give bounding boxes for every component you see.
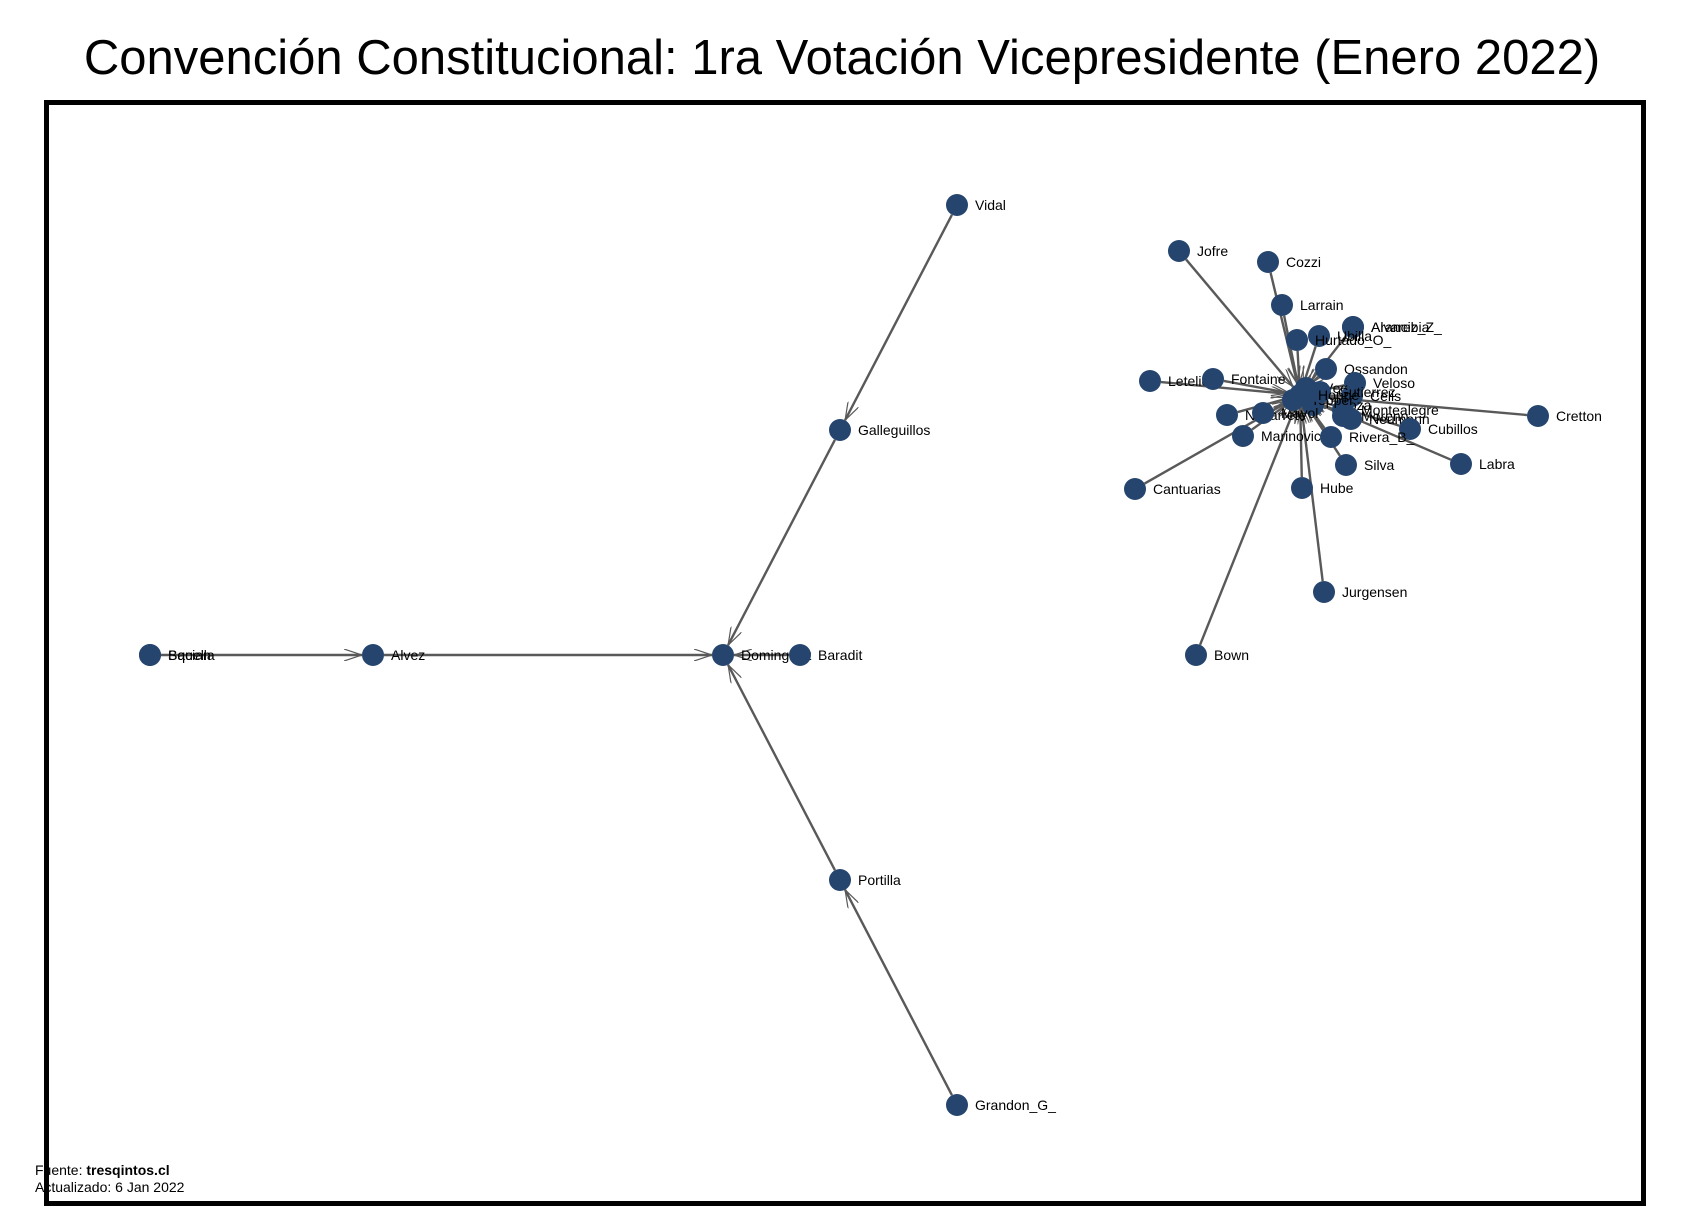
node-label-Hube: Hube <box>1320 480 1354 496</box>
node-Cozzi[interactable] <box>1257 251 1279 273</box>
node-label-Portilla: Portilla <box>858 872 901 888</box>
node-label-Cozzi: Cozzi <box>1286 254 1321 270</box>
node-Alvez[interactable] <box>362 644 384 666</box>
node-Labra[interactable] <box>1450 453 1472 475</box>
node-label-Gutierrez: Gutierrez <box>1338 384 1396 400</box>
node-label-Grandon_G_: Grandon_G_ <box>975 1097 1056 1113</box>
plot-frame <box>44 100 1646 1206</box>
footer-source: Fuente: tresqintos.cl <box>35 1162 184 1179</box>
node-Bown[interactable] <box>1185 644 1207 666</box>
node-label-Ubilla: Ubilla <box>1337 328 1372 344</box>
node-label-Cubillos: Cubillos <box>1428 421 1478 437</box>
node-Navarrete[interactable] <box>1216 404 1238 426</box>
node-label-Silva: Silva <box>1364 457 1395 473</box>
node-Bacian[interactable] <box>139 644 161 666</box>
node-label-Squella: Squella <box>168 647 215 663</box>
node-Letelier[interactable] <box>1139 370 1161 392</box>
node-Cretton[interactable] <box>1527 405 1549 427</box>
node-Hoppe[interactable] <box>1289 384 1311 406</box>
node-label-Celis: Celis <box>1370 388 1401 404</box>
node-Portilla[interactable] <box>829 869 851 891</box>
node-label-Cluster_D: Baradit <box>818 647 862 663</box>
edge-Bown-to-Hoppe <box>1198 405 1298 646</box>
node-Rivera_B_[interactable] <box>1320 426 1342 448</box>
node-label-Jurgensen: Jurgensen <box>1342 584 1407 600</box>
node-label-Rivera_B_: Rivera_B_ <box>1349 429 1415 445</box>
footer: Fuente: tresqintos.cl Actualizado: 6 Jan… <box>35 1162 184 1196</box>
node-Ubilla[interactable] <box>1308 325 1330 347</box>
node-label-Ossandon: Ossandon <box>1344 361 1408 377</box>
node-label-Cretton: Cretton <box>1556 408 1602 424</box>
node-label-Marinovic: Marinovic <box>1261 428 1321 444</box>
node-label-Bacian: Bacian <box>168 647 211 663</box>
edge-Portilla-to-Dominguez <box>727 665 836 871</box>
node-label-Fontaine: Fontaine <box>1231 371 1286 387</box>
node-Gutierrez[interactable] <box>1309 381 1331 403</box>
node-Larrain[interactable] <box>1271 294 1293 316</box>
node-label-Hurtado_O_: Hurtado_O_ <box>1315 332 1391 348</box>
node-Silva[interactable] <box>1335 454 1357 476</box>
edge-Jofre-to-Hoppe <box>1185 258 1293 386</box>
edge-Galleguillos-to-Dominguez <box>727 439 836 645</box>
edge-Letelier-to-Hoppe <box>1160 380 1289 394</box>
node-Ossandon[interactable] <box>1315 358 1337 380</box>
edge-Hurtado_O_-to-Hoppe <box>1298 350 1300 384</box>
node-Moreno[interactable] <box>1332 405 1354 427</box>
node-Jurgensen[interactable] <box>1313 581 1335 603</box>
node-Jofre[interactable] <box>1168 240 1190 262</box>
footer-updated: Actualizado: 6 Jan 2022 <box>35 1179 185 1195</box>
footer-source-value: tresqintos.cl <box>86 1162 170 1178</box>
node-Galleguillos[interactable] <box>829 419 851 441</box>
node-Cubillos[interactable] <box>1399 418 1421 440</box>
node-label-Bown: Bown <box>1214 647 1249 663</box>
node-label-Hoppe: Hoppe <box>1318 387 1359 403</box>
node-Marinovic[interactable] <box>1232 425 1254 447</box>
edge-Fontaine-to-Hoppe <box>1223 379 1289 393</box>
node-Alvarez_Z_[interactable] <box>1342 316 1364 338</box>
edge-Jurgensen-to-Hoppe <box>1301 406 1324 582</box>
node-label-Alvez: Alvez <box>391 647 425 663</box>
node-label-Larrain: Larrain <box>1300 297 1344 313</box>
node-Hube[interactable] <box>1291 477 1313 499</box>
node-Vidal[interactable] <box>946 194 968 216</box>
chart-title: Convención Constitucional: 1ra Votación … <box>83 31 1601 85</box>
node-label-Labra: Labra <box>1479 456 1515 472</box>
node-Fontaine[interactable] <box>1202 368 1224 390</box>
edge-Grandon_G_-to-Portilla <box>844 890 953 1096</box>
node-label-Galleguillos: Galleguillos <box>858 422 930 438</box>
node-Grandon_G_[interactable] <box>946 1094 968 1116</box>
node-Mayol[interactable] <box>1252 402 1274 424</box>
node-label-Montealegre: Montealegre <box>1361 402 1439 418</box>
node-label-Arancibia: Arancibia <box>1371 319 1430 335</box>
node-Cantuarias[interactable] <box>1124 478 1146 500</box>
node-Dominguez[interactable] <box>712 644 734 666</box>
node-label-Cantuarias: Cantuarias <box>1153 481 1221 497</box>
node-Cluster_D[interactable] <box>789 644 811 666</box>
node-label-Jofre: Jofre <box>1197 243 1228 259</box>
footer-source-label: Fuente: <box>35 1162 87 1178</box>
node-label-Alvarez_Z_: Alvarez_Z_ <box>1371 319 1442 335</box>
edge-Hube-to-Hoppe <box>1300 406 1302 478</box>
node-Hurtado_O_[interactable] <box>1286 329 1308 351</box>
node-label-Veloso: Veloso <box>1373 375 1415 391</box>
node-label-Moreno: Moreno <box>1361 408 1409 424</box>
node-label-Vidal: Vidal <box>975 197 1006 213</box>
edge-Vidal-to-Galleguillos <box>844 214 953 420</box>
